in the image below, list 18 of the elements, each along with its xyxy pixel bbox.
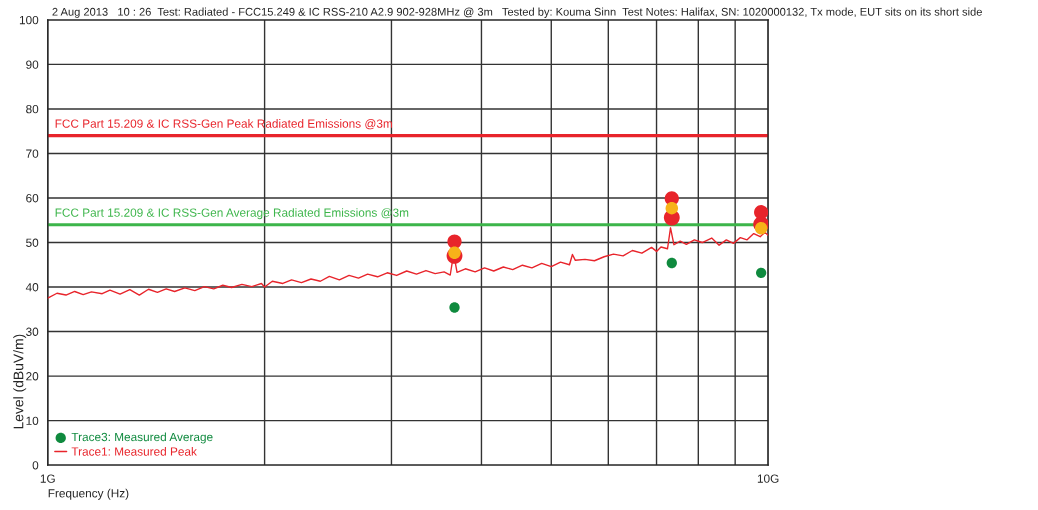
y-tick-label: 20	[26, 372, 39, 381]
legend-label: Trace3: Measured Average	[71, 432, 213, 444]
y-tick-label: 50	[26, 238, 39, 247]
y-axis-title: Level (dBuV/m)	[13, 334, 27, 429]
x-axis-title: Frequency (Hz)	[48, 488, 129, 500]
y-tick-label: 10	[26, 416, 39, 425]
y-tick-label: 40	[25, 283, 39, 292]
y-tick-label: 100	[19, 15, 39, 25]
y-tick-label: 0	[32, 461, 39, 470]
y-tick-label: 90	[26, 60, 39, 69]
x-tick-label: 10G	[757, 474, 779, 483]
y-tick-label: 70	[26, 149, 39, 158]
y-tick-label: 30	[26, 327, 39, 336]
y-tick-label: 60	[26, 194, 39, 203]
chart-title: 2 Aug 2013 10 : 26 Test: Radiated - FCC15.249 & IC RSS-210 A2.9 902-928MHz @ 3m Tested by: Kouma Sinn Test Notes: Halifax, SN: 1020000132, Tx mode, EUT sits on its short side	[52, 7, 982, 18]
x-tick-label: 1G	[40, 474, 55, 483]
legend-label: Trace1: Measured Peak	[71, 447, 197, 456]
y-tick-label: 80	[26, 104, 39, 114]
